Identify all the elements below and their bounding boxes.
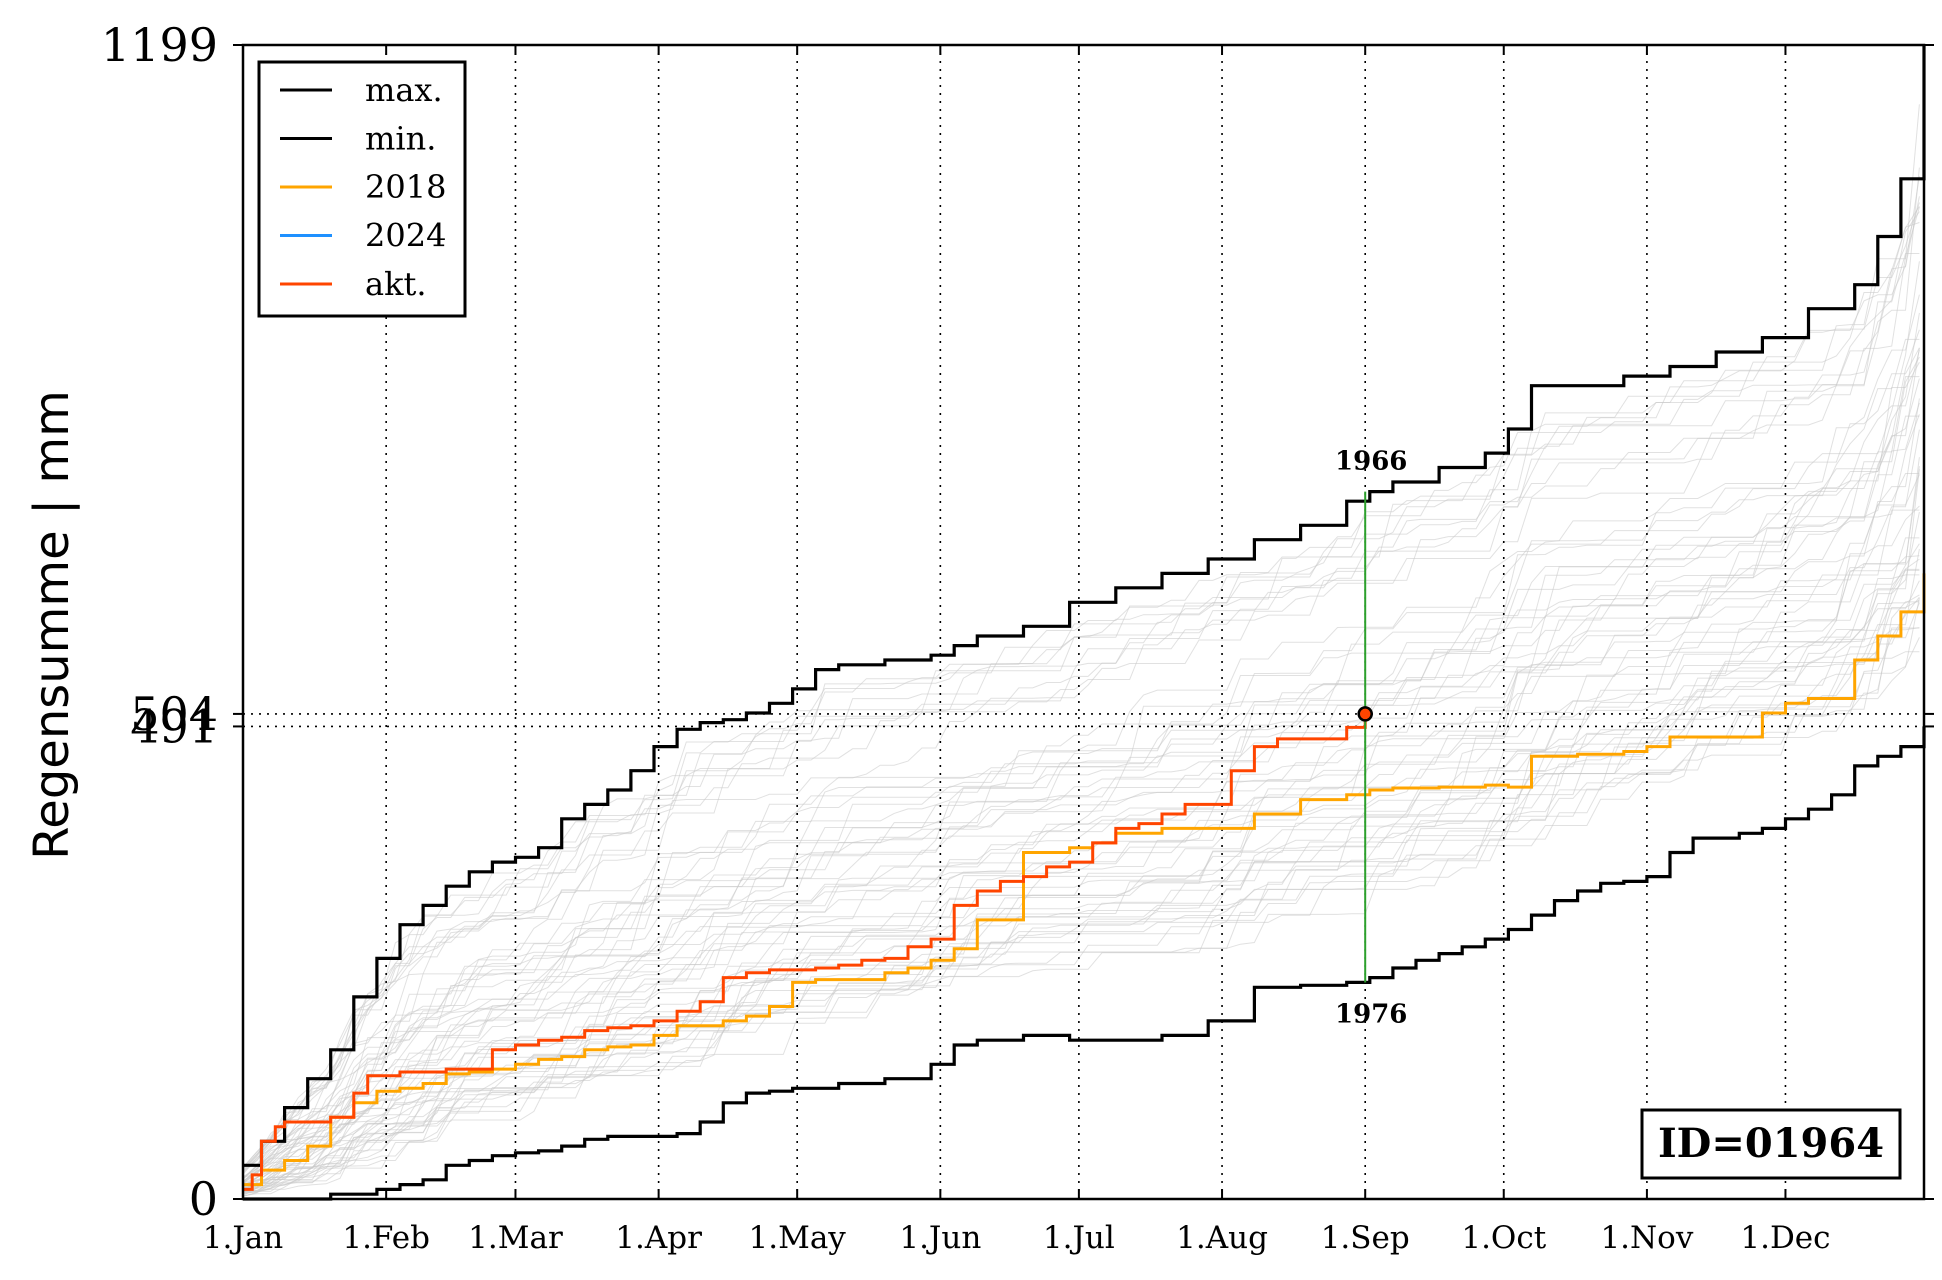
background-year-line	[242, 473, 1920, 1186]
background-year-line	[242, 469, 1920, 1187]
x-tick-label: 1.Feb	[342, 1220, 430, 1256]
x-tick-label: 1.Jul	[1043, 1220, 1115, 1256]
id-box: ID=01964	[1640, 1108, 1902, 1180]
x-tick-label: 1.Jan	[203, 1220, 283, 1256]
background-year-line	[242, 509, 1920, 1190]
background-year-line	[242, 402, 1920, 1185]
background-year-line	[242, 457, 1920, 1190]
background-year-line	[242, 398, 1920, 1188]
x-tick-label: 1.Mar	[468, 1220, 563, 1256]
x-tick-label: 1.Jun	[899, 1220, 981, 1256]
series-group	[243, 45, 1926, 1201]
annotations: 1966 1976	[1335, 447, 1407, 1030]
background-year-line	[242, 474, 1920, 1187]
background-year-line	[242, 206, 1920, 1175]
x-tick-label: 1.Nov	[1600, 1220, 1693, 1256]
background-year-line	[242, 206, 1920, 1172]
y-tick-label: 491	[130, 699, 218, 753]
y-tick-label: 504	[130, 687, 218, 741]
x-tick-label: 1.Dec	[1740, 1220, 1830, 1256]
background-year-line	[242, 347, 1920, 1177]
background-year-line	[242, 568, 1920, 1192]
background-year-line	[243, 627, 1920, 1192]
background-year-line	[242, 599, 1920, 1192]
y-tick-label: 0	[189, 1172, 218, 1226]
x-tick-label: 1.May	[749, 1220, 847, 1256]
background-year-line	[242, 505, 1920, 1185]
background-year-line	[242, 378, 1920, 1184]
background-year-line	[242, 349, 1920, 1180]
series-line-akt	[243, 713, 1367, 1191]
legend-label: akt.	[365, 265, 427, 303]
background-year-line	[242, 580, 1920, 1193]
background-year-line	[243, 548, 1920, 1193]
background-year-line	[242, 338, 1920, 1180]
series-line-2018	[243, 573, 1926, 1187]
background-year-line	[242, 261, 1920, 1178]
background-year-line	[242, 511, 1920, 1192]
series-line-max	[243, 45, 1926, 1167]
background-year-line	[242, 637, 1920, 1197]
background-year-line	[242, 601, 1920, 1195]
legend-label: 2018	[365, 168, 446, 206]
background-year-line	[242, 627, 1920, 1197]
plot-frame	[241, 43, 1926, 1201]
min-year-annotation: 1976	[1335, 999, 1407, 1029]
background-year-line	[242, 466, 1920, 1190]
legend: max. min. 2018 2024 akt.	[257, 60, 467, 318]
background-year-line	[242, 569, 1920, 1190]
background-year-line	[242, 356, 1920, 1184]
legend-label: 2024	[365, 217, 446, 255]
x-tick-label: 1.Aug	[1176, 1220, 1268, 1256]
axes: 1.Jan 1.Feb 1.Mar 1.Apr 1.May 1.Jun 1.Jul 1.Aug…	[101, 18, 1934, 1256]
background-year-line	[242, 347, 1920, 1183]
background-year-line	[242, 361, 1920, 1178]
background-year-line	[242, 376, 1920, 1179]
current-value-point	[1357, 706, 1373, 722]
legend-frame	[257, 60, 467, 318]
background-year-line	[242, 211, 1920, 1172]
series-line-min	[243, 726, 1926, 1201]
background-year-line	[242, 594, 1920, 1194]
background-year-line	[242, 558, 1920, 1189]
max-year-annotation: 1966	[1335, 447, 1407, 477]
background-year-line	[242, 222, 1920, 1170]
background-years-group	[242, 104, 1920, 1197]
background-year-line	[242, 167, 1920, 1173]
x-tick-label: 1.Sep	[1321, 1220, 1410, 1256]
grid	[243, 45, 1924, 1199]
legend-label: max.	[365, 71, 443, 109]
background-year-line	[242, 429, 1920, 1186]
x-tick-label: 1.Apr	[615, 1220, 702, 1256]
background-year-line	[242, 104, 1920, 1168]
background-year-line	[242, 253, 1920, 1172]
background-year-line	[242, 312, 1920, 1182]
id-box-text: ID=01964	[1658, 1120, 1884, 1167]
legend-label: min.	[365, 120, 436, 158]
background-year-line	[242, 196, 1920, 1171]
y-tick-label: 1199	[101, 18, 218, 72]
x-tick-label: 1.Oct	[1461, 1220, 1546, 1256]
y-axis-label: Regensumme | mm	[24, 390, 80, 860]
background-year-line	[242, 543, 1920, 1189]
background-year-line	[242, 651, 1920, 1194]
background-year-line	[242, 294, 1920, 1180]
